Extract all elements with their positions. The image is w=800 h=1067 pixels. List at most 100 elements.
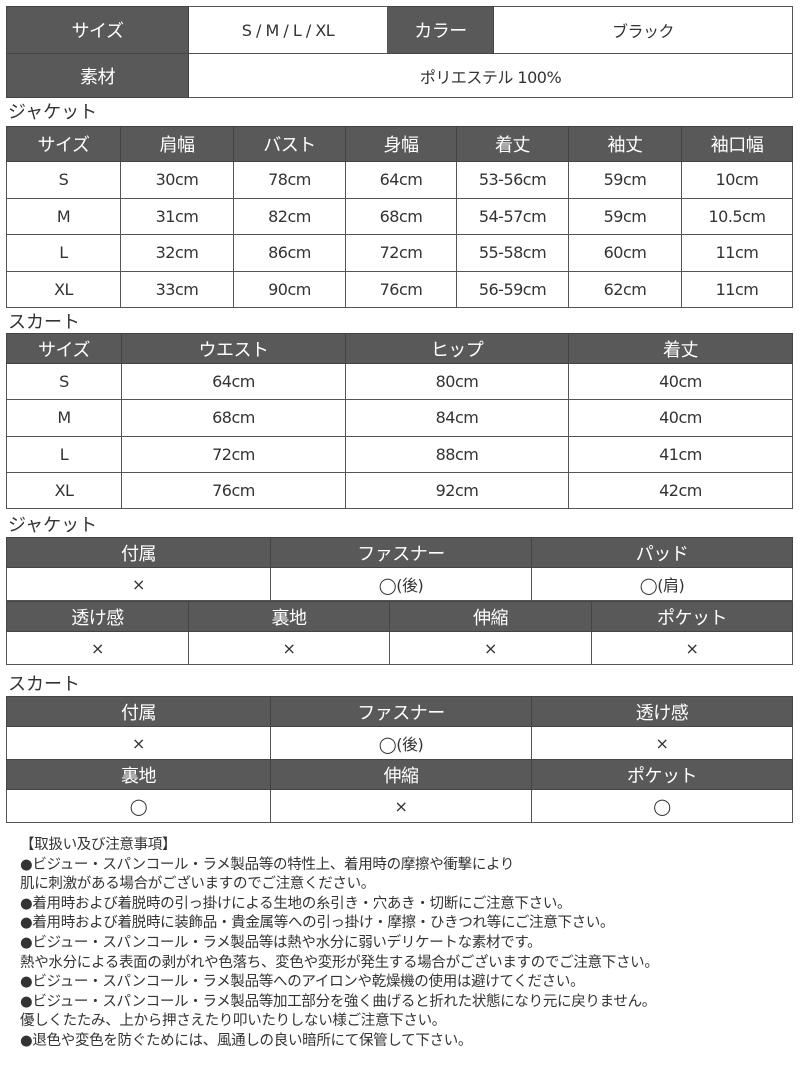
table-row: × × × × [6, 631, 793, 665]
table-cell: 10.5cm [681, 197, 793, 235]
header-row: サイズ 肩幅 バスト 身幅 着丈 袖丈 袖口幅 [6, 126, 793, 162]
table-cell: 86cm [233, 234, 346, 272]
table-cell: 62cm [568, 270, 682, 308]
skirt-attr-table-1: 付属 ファスナー 透け感 × ◯(後) × [6, 696, 793, 760]
note-line: ●ビジュー・スパンコール・ラメ製品等は熱や水分に弱いデリケートな素材です。 [20, 934, 542, 951]
size-value: S / M / L / XL [188, 6, 388, 54]
table-cell: ◯ [6, 789, 271, 823]
spec-table: サイズ S / M / L / XL カラー ブラック 素材 ポリエステル 100% [6, 6, 793, 98]
table-row: M 31cm 82cm 68cm 54-57cm 59cm 10.5cm [6, 197, 793, 235]
table-cell: 54-57cm [456, 197, 569, 235]
table-cell: × [389, 631, 592, 665]
table-cell: 76cm [345, 270, 457, 308]
table-cell: 80cm [345, 362, 569, 401]
table-cell: 32cm [120, 234, 234, 272]
column-header: サイズ [6, 126, 121, 162]
table-cell: 53-56cm [456, 161, 569, 199]
table-cell: 59cm [568, 161, 682, 199]
table-cell: 42cm [568, 471, 793, 510]
table-cell: × [591, 631, 793, 665]
table-cell: XL [6, 270, 121, 308]
table-cell: × [6, 631, 189, 665]
table-cell: 92cm [345, 471, 569, 510]
header-row: 付属 ファスナー 透け感 [6, 696, 793, 727]
table-cell: 68cm [121, 399, 346, 437]
column-header: パッド [531, 537, 793, 568]
column-header: サイズ [6, 333, 122, 364]
note-line: 優しくたたみ、上から押さえたり叩いたりしない様ご注意下さい。 [20, 1013, 446, 1030]
jacket-attr-title: ジャケット [8, 515, 98, 536]
column-header: 伸縮 [270, 759, 532, 790]
table-cell: S [6, 362, 122, 401]
column-header: 付属 [6, 537, 271, 568]
skirt-size-title: スカート [8, 312, 80, 333]
care-notes: 【取扱い及び注意事項】 ●ビジュー・スパンコール・ラメ製品等の特性上、着用時の摩擦… [20, 836, 659, 1052]
material-label: 素材 [6, 53, 189, 98]
table-cell: 40cm [568, 399, 793, 437]
table-row: XL 33cm 90cm 76cm 56-59cm 62cm 11cm [6, 270, 793, 308]
note-line: ●ビジュー・スパンコール・ラメ製品等へのアイロンや乾燥機の使用は避けてください。 [20, 974, 585, 991]
table-cell: ◯ [531, 789, 793, 823]
header-row: 付属 ファスナー パッド [6, 537, 793, 568]
skirt-size-table: サイズ ウエスト ヒップ 着丈 S 64cm 80cm 40cm M 68cm 84cm 40cm L 7… [6, 333, 793, 510]
table-cell: 31cm [120, 197, 234, 235]
table-cell: 84cm [345, 399, 569, 437]
jacket-size-title: ジャケット [8, 102, 98, 123]
table-cell: × [188, 631, 390, 665]
jacket-attr-table-2: 透け感 裏地 伸縮 ポケット × × × × [6, 601, 793, 665]
table-row: × ◯(後) ◯(肩) [6, 567, 793, 601]
table-row: M 68cm 84cm 40cm [6, 399, 793, 437]
table-cell: 90cm [233, 270, 346, 308]
note-line: ●ビジュー・スパンコール・ラメ製品等加工部分を強く曲げると折れた状態になり元に戻… [20, 993, 656, 1010]
table-cell: 33cm [120, 270, 234, 308]
table-cell: L [6, 435, 122, 473]
table-cell: 72cm [345, 234, 457, 272]
column-header: 着丈 [568, 333, 793, 364]
note-line: ●ビジュー・スパンコール・ラメ製品等の特性上、着用時の摩擦や衝撃により [20, 856, 515, 873]
column-header: ポケット [531, 759, 793, 790]
table-cell: ◯(肩) [531, 567, 793, 601]
table-row: L 32cm 86cm 72cm 55-58cm 60cm 11cm [6, 234, 793, 272]
jacket-size-table: サイズ 肩幅 バスト 身幅 着丈 袖丈 袖口幅 S 30cm 78cm 64cm 53-56cm 59c… [6, 126, 793, 308]
table-cell: 10cm [681, 161, 793, 199]
table-cell: M [6, 399, 122, 437]
column-header: ポケット [591, 601, 793, 632]
column-header: ヒップ [345, 333, 569, 364]
column-header: 着丈 [456, 126, 569, 162]
column-header: 透け感 [531, 696, 793, 727]
table-cell: 64cm [121, 362, 346, 401]
table-row: × ◯(後) × [6, 726, 793, 760]
material-value: ポリエステル 100% [188, 53, 793, 98]
note-line: ●着用時および着脱時に装飾品・貴金属等への引っ掛け・摩擦・ひきつれ等にご注意下さ… [20, 915, 615, 932]
column-header: 裏地 [6, 759, 271, 790]
table-cell: S [6, 161, 121, 199]
note-line: 【取扱い及び注意事項】 [20, 837, 177, 853]
table-cell: ◯(後) [270, 567, 532, 601]
table-cell: × [270, 789, 532, 823]
column-header: バスト [233, 126, 346, 162]
header-row: サイズ ウエスト ヒップ 着丈 [6, 333, 793, 364]
table-cell: 55-58cm [456, 234, 569, 272]
table-cell: × [6, 726, 271, 760]
note-line: ●退色や変色を防ぐためには、風通しの良い暗所にて保管して下さい。 [20, 1032, 473, 1049]
table-cell: ◯(後) [270, 726, 532, 760]
column-header: 袖丈 [568, 126, 682, 162]
table-row: S 64cm 80cm 40cm [6, 362, 793, 401]
column-header: 伸縮 [389, 601, 592, 632]
table-cell: 11cm [681, 270, 793, 308]
column-header: ファスナー [270, 696, 532, 727]
table-cell: × [531, 726, 793, 760]
table-cell: 88cm [345, 435, 569, 473]
table-cell: 56-59cm [456, 270, 569, 308]
size-label: サイズ [6, 6, 189, 54]
header-row: 透け感 裏地 伸縮 ポケット [6, 601, 793, 632]
table-cell: 78cm [233, 161, 346, 199]
table-cell: 64cm [345, 161, 457, 199]
table-cell: 59cm [568, 197, 682, 235]
table-cell: × [6, 567, 271, 601]
column-header: 裏地 [188, 601, 390, 632]
column-header: 肩幅 [120, 126, 234, 162]
table-cell: 40cm [568, 362, 793, 401]
table-cell: L [6, 234, 121, 272]
table-cell: 30cm [120, 161, 234, 199]
